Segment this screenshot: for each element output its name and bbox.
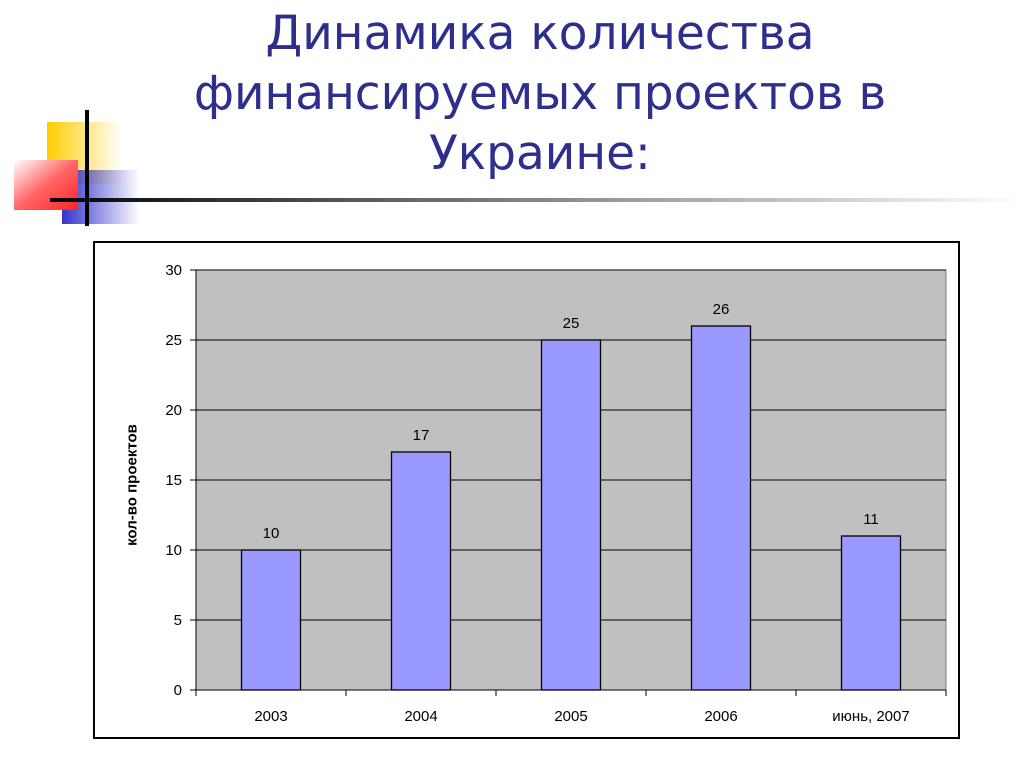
bar — [390, 451, 452, 691]
x-tick-label: 2005 — [554, 708, 587, 725]
data-label: 11 — [863, 511, 879, 528]
y-tick-label: 30 — [165, 262, 182, 279]
y-tick-label: 20 — [165, 402, 182, 419]
deco-vertical-line — [85, 110, 89, 226]
deco-horizontal-line — [50, 198, 1024, 202]
title-line-2: финансируемых проектов в — [193, 66, 887, 121]
data-label: 26 — [713, 301, 730, 318]
y-tick-label: 15 — [165, 472, 182, 489]
slide-title: Динамика количества финансируемых проект… — [180, 4, 900, 184]
y-tick-label: 10 — [165, 542, 182, 559]
bar — [690, 325, 752, 691]
y-tick-label: 5 — [174, 612, 182, 629]
y-tick-label: 25 — [165, 332, 182, 349]
x-tick-label: июнь, 2007 — [832, 708, 909, 725]
bar — [840, 535, 902, 691]
corner-decoration — [14, 110, 1024, 226]
bar — [240, 549, 302, 691]
y-axis-label: кол-во проектов — [123, 424, 141, 546]
x-tick-label: 2003 — [254, 708, 287, 725]
x-tick-label: 2004 — [404, 708, 437, 725]
data-label: 10 — [263, 525, 280, 542]
y-tick-label: 0 — [174, 682, 182, 699]
title-line-1: Динамика количества — [265, 6, 815, 61]
data-label: 25 — [563, 315, 580, 332]
bar — [540, 339, 602, 691]
x-tick-label: 2006 — [704, 708, 737, 725]
title-line-3: Украине: — [429, 126, 651, 181]
data-label: 17 — [413, 427, 430, 444]
